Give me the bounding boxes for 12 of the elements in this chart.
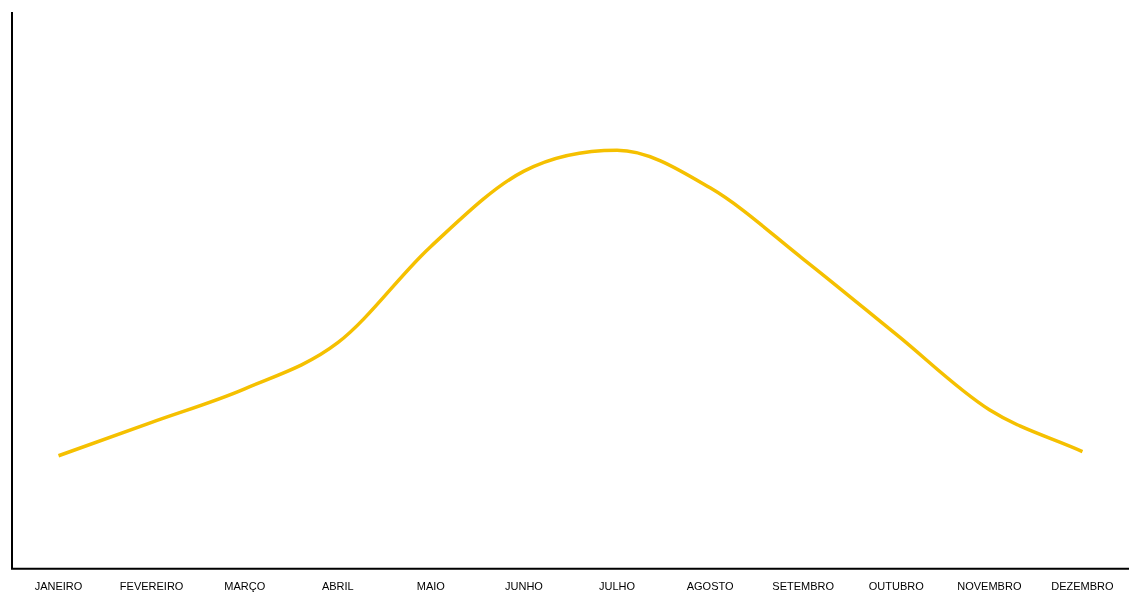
x-tick-label: JANEIRO <box>34 580 83 593</box>
x-tick-label: MARÇO <box>224 580 266 593</box>
x-tick-label: FEVEREIRO <box>119 580 184 593</box>
x-tick-label: JUNHO <box>505 580 544 593</box>
x-tick-label: NOVEMBRO <box>957 580 1022 593</box>
x-tick-label: MAIO <box>416 580 446 593</box>
x-tick-label: SETEMBRO <box>772 580 835 593</box>
x-tick-label: OUTUBRO <box>868 580 925 593</box>
x-tick-label: JULHO <box>599 580 636 593</box>
x-tick-label: ABRIL <box>321 580 354 593</box>
x-tick-label: AGOSTO <box>686 580 734 593</box>
x-tick-label: DEZEMBRO <box>1051 580 1115 593</box>
